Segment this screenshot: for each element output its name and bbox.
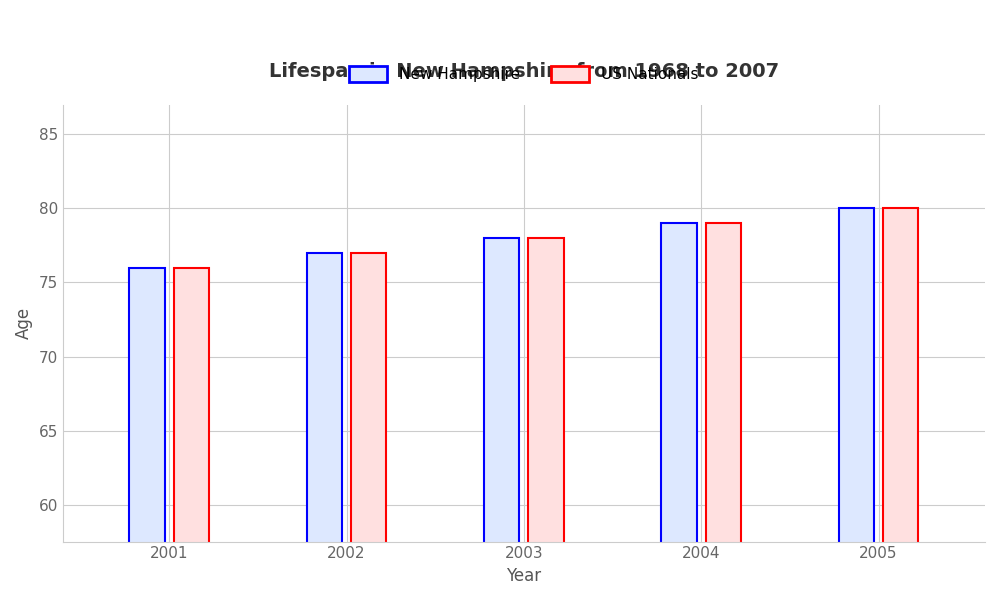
- Legend: New Hampshire, US Nationals: New Hampshire, US Nationals: [343, 60, 705, 88]
- Bar: [174, 268, 209, 600]
- Bar: [706, 223, 741, 600]
- Bar: [883, 208, 918, 600]
- Bar: [484, 238, 519, 600]
- Bar: [528, 238, 564, 600]
- Bar: [839, 208, 874, 600]
- Bar: [351, 253, 386, 600]
- Bar: [661, 223, 697, 600]
- Bar: [307, 253, 342, 600]
- Y-axis label: Age: Age: [15, 307, 33, 339]
- Title: Lifespan in New Hampshire from 1968 to 2007: Lifespan in New Hampshire from 1968 to 2…: [269, 62, 779, 81]
- Bar: [129, 268, 165, 600]
- X-axis label: Year: Year: [506, 567, 541, 585]
